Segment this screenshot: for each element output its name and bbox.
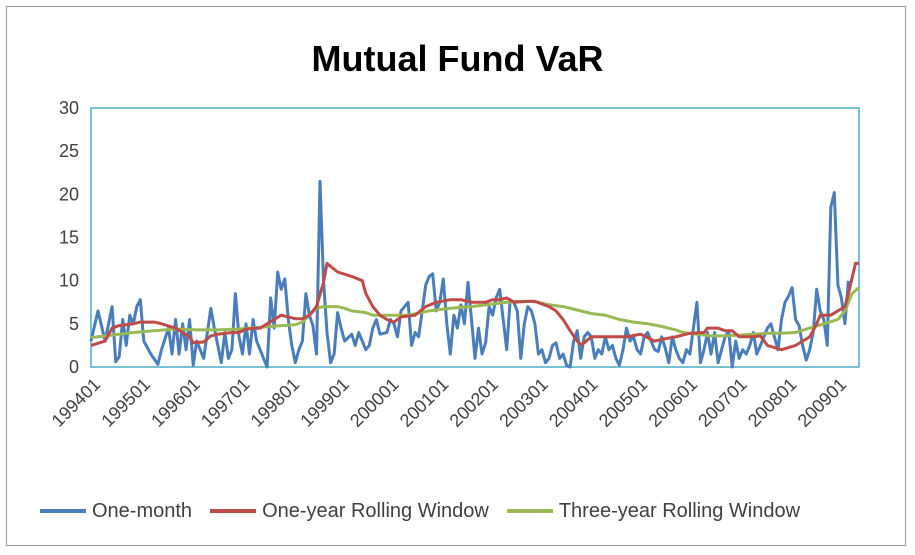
x-tick-label: 199501 [97, 374, 154, 431]
x-axis: 1994011995011996011997011998011999012000… [48, 374, 851, 431]
chart-title: Mutual Fund VaR [311, 38, 604, 79]
x-tick-label: 199701 [197, 374, 254, 431]
x-tick-label: 200201 [446, 374, 503, 431]
legend-swatch [210, 509, 257, 513]
y-tick-label: 20 [59, 184, 79, 204]
x-tick-label: 200701 [694, 374, 751, 431]
legend-label: Three-year Rolling Window [558, 499, 801, 522]
y-tick-label: 5 [69, 314, 79, 334]
y-tick-label: 15 [59, 228, 79, 248]
y-tick-label: 25 [59, 141, 79, 161]
x-tick-label: 200401 [545, 374, 602, 431]
plot-area [90, 107, 860, 368]
x-tick-label: 200101 [396, 374, 453, 431]
legend-swatch [506, 509, 553, 513]
series-line-one-month [89, 179, 850, 369]
legend-swatch [40, 509, 86, 513]
legend-item-one-year: One-year Rolling Window [210, 500, 489, 523]
legend-item-one-month: One-month [40, 500, 192, 523]
x-tick-label: 200301 [495, 374, 552, 431]
x-tick-label: 200601 [644, 374, 701, 431]
x-tick-label: 199601 [147, 374, 204, 431]
x-tick-label: 200801 [744, 374, 801, 431]
legend: One-month One-year Rolling Window Three-… [40, 498, 818, 524]
series-layer [89, 179, 860, 369]
series-line-one-year-rolling-window [90, 261, 859, 352]
legend-label: One-year Rolling Window [262, 499, 489, 522]
x-tick-label: 200901 [794, 374, 851, 431]
x-tick-label: 200001 [346, 374, 403, 431]
y-tick-label: 30 [59, 98, 79, 118]
y-tick-label: 10 [59, 271, 79, 291]
x-tick-label: 199901 [296, 374, 353, 431]
y-tick-label: 0 [69, 357, 79, 377]
y-axis: 0 5 10 15 20 25 30 [59, 98, 79, 377]
x-tick-label: 200501 [595, 374, 652, 431]
legend-label: One-month [92, 499, 193, 522]
x-tick-label: 199801 [247, 374, 304, 431]
x-tick-label: 199401 [48, 374, 105, 431]
legend-item-three-year: Three-year Rolling Window [506, 499, 801, 523]
